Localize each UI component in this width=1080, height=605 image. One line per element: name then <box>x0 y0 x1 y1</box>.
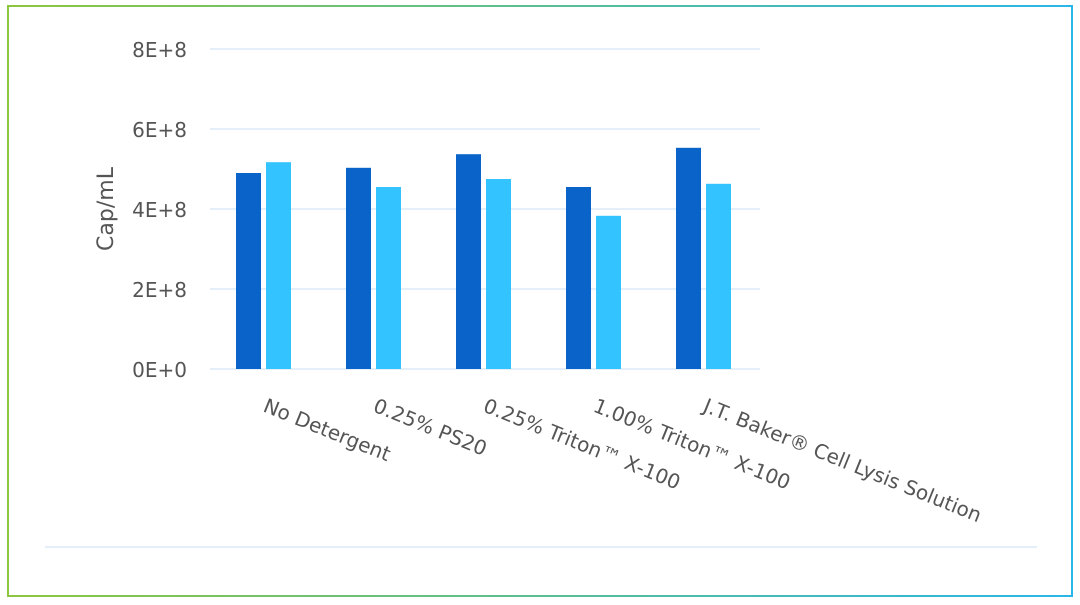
bar <box>486 179 511 369</box>
y-axis-label: Cap/mL <box>94 166 119 251</box>
bar <box>676 147 701 369</box>
card-frame <box>7 5 1073 597</box>
bar <box>346 167 371 369</box>
bar <box>596 215 621 369</box>
x-tick-label: 0.25% Triton™ X-100 <box>480 393 684 494</box>
bars <box>236 147 731 369</box>
y-axis-tick-labels: 0E+0 2E+8 4E+8 6E+8 8E+8 <box>132 38 187 382</box>
bar <box>236 173 261 369</box>
bar <box>376 187 401 369</box>
y-tick-label: 2E+8 <box>132 278 187 302</box>
bar <box>266 162 291 369</box>
y-tick-label: 6E+8 <box>132 118 187 142</box>
y-tick-label: 4E+8 <box>132 198 187 222</box>
bar <box>566 187 591 369</box>
y-tick-label: 8E+8 <box>132 38 187 62</box>
bar <box>706 183 731 369</box>
x-tick-label: 1.00% Triton™ X-100 <box>590 393 794 494</box>
y-tick-label: 0E+0 <box>132 358 187 382</box>
bar <box>456 154 481 369</box>
gridlines <box>210 48 760 370</box>
